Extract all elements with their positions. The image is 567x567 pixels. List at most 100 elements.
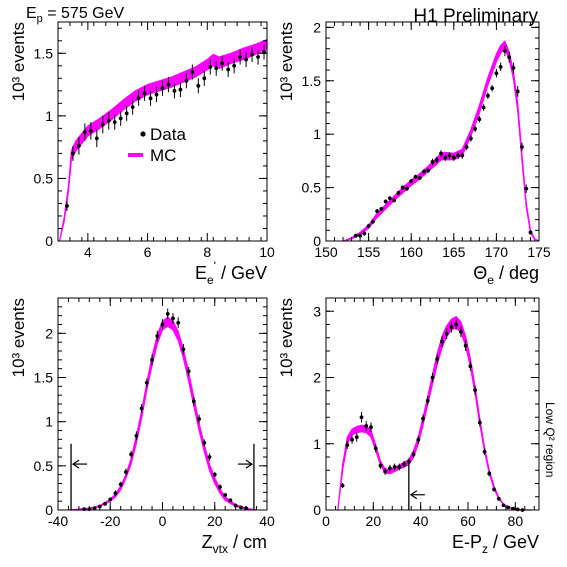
chart-zvtx-data-point [197, 417, 201, 421]
chart-ee-data-point [232, 63, 237, 68]
chart-theta-data-point [392, 198, 397, 203]
chart-ee-data-point [226, 67, 231, 72]
chart-epz-data-point [459, 329, 463, 334]
chart-epz-data-point [364, 423, 369, 428]
chart-zvtx-data-point [108, 497, 113, 502]
chart-epz-data-point [449, 325, 454, 330]
chart-theta-data-point [409, 179, 414, 184]
chart-ee-data-point [256, 55, 260, 59]
chart-theta-ytick-label: 1 [313, 126, 321, 142]
chart-epz-data-point [430, 375, 435, 380]
chart-epz-data-point [388, 466, 392, 471]
chart-theta-data-point [515, 89, 520, 94]
chart-theta-data-point [417, 176, 422, 180]
chart-ee-xtick-label: 8 [203, 244, 211, 260]
chart-ee-xtick-label: 4 [84, 244, 92, 260]
chart-epz-data-point [440, 339, 444, 344]
chart-epz-data-point [411, 452, 416, 457]
legend-data-label: Data [150, 125, 186, 144]
chart-ee-frame [57, 21, 268, 242]
chart-epz-cut-arrowhead [409, 490, 418, 500]
chart-theta-data-point [468, 136, 473, 141]
chart-theta-data-point [494, 71, 499, 76]
chart-theta-data-point [498, 64, 503, 69]
chart-epz-data-point [515, 507, 520, 512]
chart-theta-ytick-label: 1.5 [302, 73, 322, 89]
chart-theta-mc-band [342, 40, 540, 242]
chart-zvtx-data-point [233, 503, 238, 508]
chart-zvtx-xlabel: Zvtx / cm [202, 532, 267, 556]
chart-ee-data-point [244, 57, 249, 62]
chart-theta-data-point [358, 233, 362, 238]
chart-theta-data-point [375, 209, 380, 213]
chart-ee-data-point [82, 130, 87, 135]
chart-theta-data-point [379, 207, 384, 211]
chart-theta-data-point [528, 230, 533, 235]
chart-epz-data-point [421, 416, 425, 421]
chart-ee-ytick-label: 1.5 [34, 45, 54, 61]
chart-zvtx-data-point [124, 470, 128, 474]
chart-zvtx-xtick-label: 40 [259, 513, 275, 529]
chart-theta-data-point [473, 126, 477, 131]
chart-zvtx-xtick-label: 20 [207, 513, 223, 529]
chart-theta-data-point [520, 145, 524, 149]
chart-epz-data-point [492, 487, 496, 492]
chart-epz-data-point [383, 469, 388, 474]
chart-ee-data-point [190, 70, 195, 74]
chart-ee-data-point [130, 105, 135, 109]
chart-theta-xtick-label: 155 [357, 244, 381, 260]
chart-zvtx-data-point [150, 357, 154, 362]
chart-zvtx-data-point [176, 320, 181, 325]
chart-zvtx-data-point [144, 380, 149, 385]
chart-epz-mc-band [337, 315, 532, 511]
chart-theta-data-point [485, 93, 490, 98]
chart-epz-data-point [482, 449, 487, 454]
chart-theta-xtick-label: 165 [442, 244, 466, 260]
chart-zvtx-data-point [238, 505, 243, 510]
chart-theta-ytick-label: 2 [313, 19, 321, 35]
chart-theta-ytick-label: 0 [313, 233, 321, 249]
chart-zvtx-data-point [202, 440, 207, 445]
chart-ee-ytick-label: 0.5 [34, 170, 54, 186]
chart-theta-data-point [413, 175, 418, 179]
chart-zvtx-data-point [103, 501, 107, 506]
chart-theta-xtick-label: 170 [485, 244, 509, 260]
chart-ee-data-point [166, 82, 171, 87]
chart-ee-data-point [220, 61, 225, 66]
chart-epz-data-point [359, 415, 364, 420]
chart-zvtx-ytick-label: 1 [45, 414, 53, 430]
chart-theta-data-point [477, 117, 482, 122]
chart-epz-data-point [454, 322, 459, 327]
chart-ee-data-point [88, 128, 93, 133]
chart-ee-xlabel: Ee' / GeV [195, 259, 267, 287]
chart-zvtx-data-point [223, 493, 228, 497]
chart-zvtx-xtick-label: -20 [100, 513, 120, 529]
chart-ee-data-point [250, 52, 254, 57]
panel-e-minus-pz: 0 20 40 60 80 0 1 2 3 E-Pz / GeV 10³ events [277, 297, 540, 556]
chart-ee-data-point [214, 66, 219, 71]
chart-theta-data-point [451, 155, 456, 160]
legend-mc-label: MC [150, 146, 176, 165]
chart-theta-data-point [481, 105, 486, 110]
chart-epz-data-point [506, 505, 511, 510]
panel-electron-polar-angle: 150 155 160 165 170 175 0 0.5 1 1.5 2 Θe / deg 10³ e… [277, 19, 551, 287]
chart-theta-data-point [362, 231, 367, 236]
chart-epz-ytick-label: 2 [313, 370, 321, 386]
chart-ee-data-point [208, 65, 213, 69]
chart-theta-data-point [464, 145, 469, 149]
chart-zvtx-data-point [228, 498, 233, 503]
chart-zvtx-data-point [165, 312, 170, 316]
chart-ee-data-point [112, 120, 117, 125]
chart-ee-data-point [65, 204, 69, 208]
chart-epz-data-point [402, 462, 406, 467]
chart-zvtx-cut-arrowhead [245, 459, 254, 469]
chart-theta-frame [325, 21, 540, 242]
chart-zvtx-ytick-label: 0.5 [34, 458, 54, 474]
chart-epz-data-point [340, 483, 345, 488]
chart-ee-data-point [148, 96, 153, 101]
chart-ee-data-point [238, 55, 243, 59]
chart-epz-data-point [496, 496, 501, 501]
chart-zvtx-ytick-label: 1.5 [34, 370, 54, 386]
chart-epz-xtick-label: 40 [413, 513, 429, 529]
